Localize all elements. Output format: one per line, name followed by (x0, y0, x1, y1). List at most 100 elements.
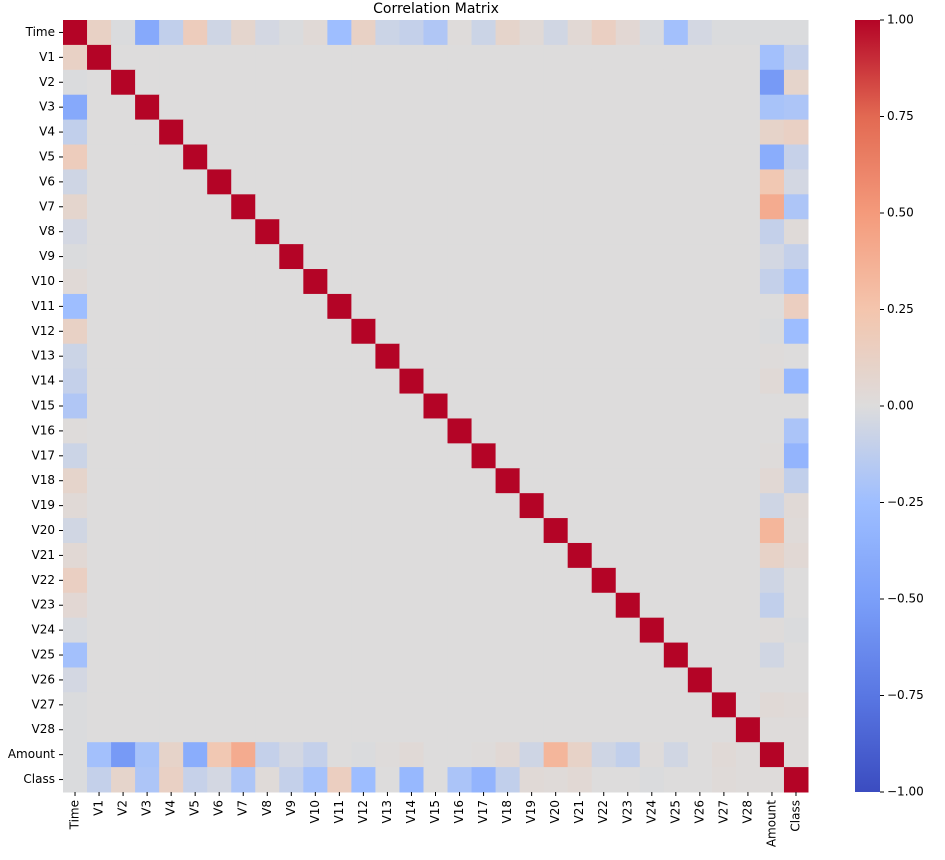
heatmap-cell (303, 642, 328, 668)
heatmap-cell (303, 567, 328, 594)
heatmap-cell (351, 567, 376, 594)
heatmap-cell (759, 767, 785, 793)
heatmap-cell (183, 119, 208, 146)
heatmap-cell (111, 742, 136, 768)
colorbar-tick-label: 0.25 (887, 302, 914, 316)
x-tick-label: V18 (500, 800, 514, 823)
heatmap-cell (495, 592, 521, 619)
heatmap-cell (63, 767, 88, 793)
heatmap-cell (543, 169, 569, 195)
heatmap-cell (735, 44, 761, 71)
heatmap-cell (207, 69, 232, 96)
heatmap-cell (375, 94, 400, 121)
heatmap-cell (183, 617, 208, 644)
colorbar-tick-label: −0.50 (887, 592, 924, 606)
heatmap-cell (735, 119, 761, 146)
heatmap-cell (255, 94, 280, 121)
heatmap-cell (735, 393, 761, 419)
heatmap-cell (63, 617, 88, 644)
heatmap-cell (135, 518, 160, 544)
heatmap-cell (639, 293, 665, 320)
heatmap-cell (519, 493, 545, 519)
heatmap-cell (207, 742, 232, 768)
heatmap-cell (447, 343, 473, 370)
heatmap-cell (375, 119, 400, 146)
heatmap-cell (783, 767, 809, 793)
heatmap-cell (567, 518, 593, 544)
heatmap-cell (471, 244, 497, 270)
colorbar-tick-label: 0.75 (887, 109, 914, 123)
heatmap-cell (783, 94, 809, 121)
heatmap-cell (423, 119, 449, 146)
heatmap-cell (735, 194, 761, 220)
heatmap-cell (327, 468, 352, 494)
heatmap-cell (735, 144, 761, 170)
heatmap-cell (135, 343, 160, 370)
heatmap-cell (639, 169, 665, 195)
heatmap-cell (471, 44, 497, 71)
heatmap-cell (207, 567, 232, 594)
heatmap-cell (567, 468, 593, 494)
heatmap-cell (543, 144, 569, 170)
heatmap-cell (183, 293, 208, 320)
heatmap-cell (111, 368, 136, 395)
heatmap-cell (255, 219, 280, 245)
heatmap-cell (759, 269, 785, 295)
heatmap-cell (423, 20, 449, 46)
heatmap-cell (519, 542, 545, 569)
heatmap-cell (255, 269, 280, 295)
heatmap-cell (255, 567, 280, 594)
heatmap-cell (615, 169, 641, 195)
heatmap-cell (351, 518, 376, 544)
heatmap-cell (639, 468, 665, 494)
heatmap-cell (519, 194, 545, 220)
heatmap-cell (783, 169, 809, 195)
heatmap-cell (255, 767, 280, 793)
heatmap-cell (639, 692, 665, 718)
heatmap-cell (519, 767, 545, 793)
heatmap-cell (471, 269, 497, 295)
x-tick-label: V7 (236, 800, 250, 816)
heatmap-cell (207, 443, 232, 469)
heatmap-cell (375, 468, 400, 494)
heatmap-cell (327, 692, 352, 718)
heatmap-cell (615, 468, 641, 494)
heatmap-cell (375, 219, 400, 245)
heatmap-cell (279, 592, 304, 619)
heatmap-cell (639, 119, 665, 146)
heatmap-cell (711, 692, 737, 718)
heatmap-cell (591, 542, 617, 569)
heatmap-cell (447, 293, 473, 320)
x-tick-label: V5 (188, 800, 202, 816)
heatmap-cell (87, 20, 112, 46)
heatmap-cell (375, 194, 400, 220)
heatmap-cell (759, 144, 785, 170)
heatmap-cell (351, 617, 376, 644)
heatmap-cell (471, 493, 497, 519)
heatmap-cell (303, 194, 328, 220)
heatmap-cell (543, 44, 569, 71)
heatmap-cell (327, 194, 352, 220)
heatmap-cell (519, 567, 545, 594)
heatmap-cell (63, 542, 88, 569)
heatmap-cell (63, 592, 88, 619)
heatmap-cell (543, 20, 569, 46)
heatmap-cell (231, 418, 256, 444)
heatmap-cell (375, 44, 400, 71)
heatmap-cell (639, 69, 665, 96)
heatmap-cell (183, 443, 208, 469)
heatmap-cell (87, 592, 112, 619)
heatmap-cell (639, 244, 665, 270)
heatmap-cell (663, 667, 689, 693)
heatmap-cell (207, 44, 232, 71)
heatmap-cell (375, 368, 400, 395)
heatmap-cell (735, 368, 761, 395)
heatmap-cell (63, 418, 88, 444)
heatmap-cell (423, 468, 449, 494)
heatmap-cell (687, 69, 713, 96)
heatmap-cell (759, 567, 785, 594)
heatmap-cell (711, 368, 737, 395)
heatmap-cell (519, 692, 545, 718)
heatmap-cell (711, 244, 737, 270)
